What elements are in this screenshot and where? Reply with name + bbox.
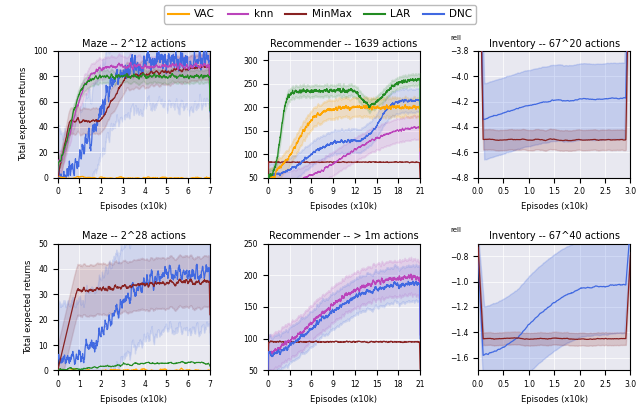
Title: Maze -- 2^12 actions: Maze -- 2^12 actions — [82, 39, 186, 49]
Title: Recommender -- 1639 actions: Recommender -- 1639 actions — [270, 39, 418, 49]
X-axis label: Episodes (x10k): Episodes (x10k) — [521, 202, 588, 211]
Y-axis label: Total expected returns: Total expected returns — [19, 67, 28, 162]
X-axis label: Episodes (x10k): Episodes (x10k) — [310, 202, 378, 211]
Text: rell: rell — [451, 35, 461, 41]
Title: Inventory -- 67^40 actions: Inventory -- 67^40 actions — [489, 232, 620, 241]
Text: rell: rell — [451, 228, 461, 234]
X-axis label: Episodes (x10k): Episodes (x10k) — [100, 395, 167, 404]
Y-axis label: Total expected returns: Total expected returns — [24, 260, 33, 354]
X-axis label: Episodes (x10k): Episodes (x10k) — [521, 395, 588, 404]
Title: Maze -- 2^28 actions: Maze -- 2^28 actions — [82, 232, 186, 241]
Title: Inventory -- 67^20 actions: Inventory -- 67^20 actions — [489, 39, 620, 49]
Title: Recommender -- > 1m actions: Recommender -- > 1m actions — [269, 232, 419, 241]
Legend: VAC, knn, MinMax, LAR, DNC: VAC, knn, MinMax, LAR, DNC — [164, 5, 476, 24]
X-axis label: Episodes (x10k): Episodes (x10k) — [310, 395, 378, 404]
X-axis label: Episodes (x10k): Episodes (x10k) — [100, 202, 167, 211]
